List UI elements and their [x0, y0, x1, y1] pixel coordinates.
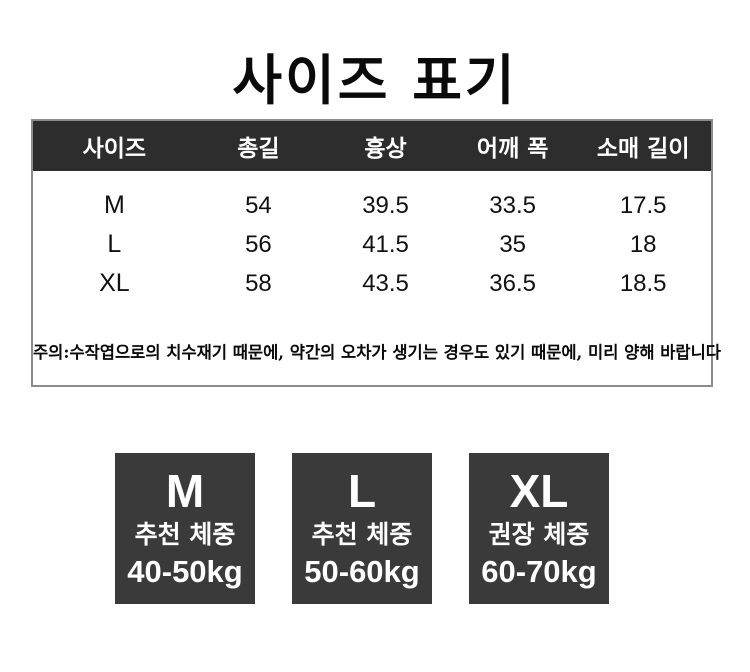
weight-box-label: 권장 체중	[488, 519, 590, 549]
cell-shoulder-width: 33.5	[489, 191, 537, 219]
size-table: 사이즈 총길 흉상 어깨 폭 소매 길이 M 54 39.5 33.5 17.5…	[31, 119, 721, 387]
weight-box-label: 추천 체중	[311, 519, 413, 549]
cell-sleeve-length: 18.5	[619, 269, 667, 297]
cell-shoulder-width: 36.5	[489, 269, 537, 297]
page-title: 사이즈 표기	[232, 48, 518, 112]
measurement-disclaimer-note: 주의:수작엽으로의 치수재기 때문에, 약간의 오차가 생기는 경우도 있기 때…	[33, 343, 721, 362]
cell-bust: 43.5	[362, 269, 409, 297]
size-table-body: M 54 39.5 33.5 17.5 L 56 41.5 35 18 XL 5…	[33, 171, 711, 303]
cell-bust: 39.5	[362, 191, 409, 219]
row-size-label: L	[107, 230, 122, 258]
weight-recommendation-boxes: M 추천 체중 40-50kg L 추천 체중 50-60kg XL 권장 체중…	[115, 453, 609, 604]
weight-box-range: 40-50kg	[127, 553, 243, 589]
cell-bust: 41.5	[362, 230, 409, 258]
weight-box-l: L 추천 체중 50-60kg	[292, 453, 432, 604]
cell-total-length: 54	[245, 191, 272, 219]
table-row-m: M 54 39.5 33.5 17.5	[33, 186, 711, 225]
column-header-shoulder-width: 어깨 폭	[476, 135, 549, 162]
weight-box-size: XL	[509, 464, 569, 517]
weight-box-range: 50-60kg	[304, 553, 420, 589]
cell-total-length: 56	[245, 230, 272, 258]
weight-box-m: M 추천 체중 40-50kg	[115, 453, 255, 604]
size-table-header: 사이즈 총길 흉상 어깨 폭 소매 길이	[33, 121, 711, 171]
table-row-l: L 56 41.5 35 18	[33, 225, 711, 264]
weight-box-size: M	[165, 464, 205, 517]
column-header-total-length: 총길	[237, 135, 280, 162]
cell-shoulder-width: 35	[499, 230, 527, 258]
weight-box-size: L	[347, 464, 377, 517]
column-header-size: 사이즈	[82, 135, 147, 162]
row-size-label: XL	[99, 269, 130, 297]
cell-sleeve-length: 18	[629, 230, 657, 258]
column-header-sleeve-length: 소매 길이	[596, 135, 690, 162]
row-size-label: M	[103, 191, 125, 219]
weight-box-range: 60-70kg	[481, 553, 597, 589]
cell-sleeve-length: 17.5	[619, 191, 667, 219]
weight-box-xl: XL 권장 체중 60-70kg	[469, 453, 609, 604]
cell-total-length: 58	[245, 269, 272, 297]
column-header-bust: 흉상	[364, 135, 407, 162]
table-row-xl: XL 58 43.5 36.5 18.5	[33, 264, 711, 303]
weight-box-label: 추천 체중	[134, 519, 236, 549]
